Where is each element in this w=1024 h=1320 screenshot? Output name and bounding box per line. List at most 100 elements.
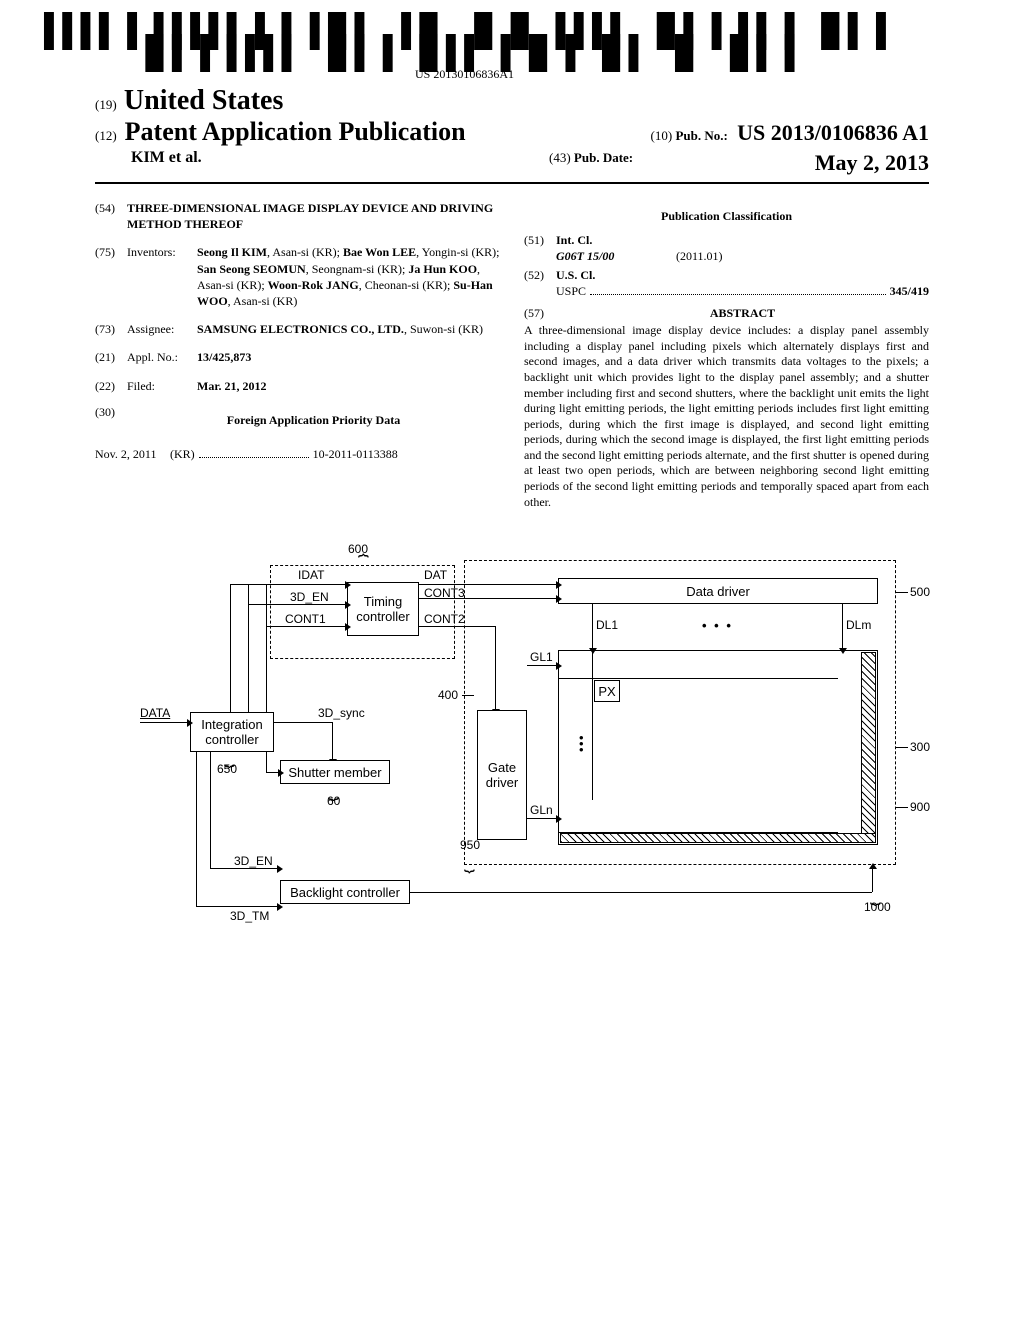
arr-dat: [419, 584, 557, 585]
intcl-date: (2011.01): [676, 248, 723, 264]
line-int-shut: [266, 752, 267, 772]
hdr-num-12: (12): [95, 128, 117, 143]
txt-timing: Timing controller: [352, 594, 414, 624]
line-int-shut-h: [266, 772, 279, 773]
field-73: (73) Assignee: SAMSUNG ELECTRONICS CO., …: [95, 321, 500, 337]
box-timing: Timing controller: [347, 582, 419, 636]
line-gl1-in: [558, 678, 838, 679]
box-data-driver: Data driver: [558, 578, 878, 604]
uspc-row: USPC 345/419: [556, 283, 929, 299]
f52-num: (52): [524, 267, 556, 283]
uspc-dots: [590, 294, 886, 295]
lbl-900: 900: [910, 800, 930, 814]
hdr-pubdate: (43) Pub. Date: May 2, 2013: [549, 150, 929, 176]
priority-number: 10-2011-0113388: [313, 446, 398, 462]
f75-num: (75): [95, 244, 127, 309]
f22-num: (22): [95, 378, 127, 394]
intcl-code: G06T 15/00: [556, 248, 676, 264]
box-gate: Gate driver: [477, 710, 527, 840]
columns: (54) THREE-DIMENSIONAL IMAGE DISPLAY DEV…: [95, 200, 929, 510]
barcode-block: ▌▌▌▌▐ ▌▌▌▌▌▐ ▌▐▐▌▌ ▐▐▌ ▐▌▐▌ ▌▌▌▌ ▐▌▌▐ ▌▌…: [0, 20, 929, 82]
barcode-graphic: ▌▌▌▌▐ ▌▌▌▌▌▐ ▌▐▐▌▌ ▐▐▌ ▐▌▐▌ ▌▌▌▌ ▐▌▌▐ ▌▌…: [0, 20, 929, 65]
arr-3dsync-v: [332, 722, 333, 760]
field-30: (30) Foreign Application Priority Data: [95, 404, 500, 436]
field-52: (52) U.S. Cl.: [524, 267, 929, 283]
txt-datadriver: Data driver: [686, 584, 750, 599]
arr-cont1: [280, 626, 346, 627]
dl-dots: • • •: [702, 618, 733, 633]
lbl-3den: 3D_EN: [290, 590, 329, 604]
uspc-label: USPC: [556, 283, 586, 299]
f21-value: 13/425,873: [197, 349, 500, 365]
lbl-idat: IDAT: [298, 568, 324, 582]
priority-dots: [199, 457, 309, 458]
line-int-bl1: [210, 752, 211, 868]
line-int-bl2-h: [196, 906, 278, 907]
f21-label: Appl. No.:: [127, 349, 197, 365]
line-int-h1: [230, 584, 280, 585]
panel-vdots: •••: [579, 735, 584, 753]
hdr-left: (12) Patent Application Publication: [95, 117, 466, 147]
curly-1000: ⏞: [870, 885, 881, 906]
header-line-1: (19) United States: [95, 85, 929, 117]
abstract-text: A three-dimensional image display device…: [524, 323, 929, 510]
pub-class-title: Publication Classification: [524, 208, 929, 224]
line-int-h3: [266, 626, 280, 627]
priority-country: (KR): [170, 446, 195, 462]
hdr-pubno: (10) Pub. No.: US 2013/0106836 A1: [651, 120, 929, 146]
hdr-pubno-label: Pub. No.:: [675, 128, 727, 143]
f51-label: Int. Cl.: [556, 232, 929, 248]
priority-date: Nov. 2, 2011: [95, 446, 170, 462]
field-51: (51) Int. Cl.: [524, 232, 929, 248]
lbl-dl1: DL1: [596, 618, 618, 632]
lbl-gl1: GL1: [530, 650, 553, 664]
lbl-cont3: CONT3: [424, 586, 465, 600]
header-divider: [95, 182, 929, 184]
header-line-2: (12) Patent Application Publication (10)…: [95, 117, 929, 147]
abstract-label: ABSTRACT: [556, 305, 929, 321]
line-gln: [527, 818, 557, 819]
txt-shutter: Shutter member: [288, 765, 381, 780]
line-gl1: [527, 665, 557, 666]
lbl-dat: DAT: [424, 568, 447, 582]
hdr-pubdate-label: Pub. Date:: [574, 150, 633, 165]
lbl-cont1: CONT1: [285, 612, 326, 626]
line-cont2-v: [495, 626, 496, 710]
lbl-gln: GLn: [530, 803, 553, 817]
line-300: [896, 747, 908, 748]
diagram: 600 ⏞ Timing controller Data driver 500 …: [122, 540, 902, 960]
txt-gate: Gate driver: [482, 760, 522, 790]
field-22: (22) Filed: Mar. 21, 2012: [95, 378, 500, 394]
f75-value: Seong Il KIM, Asan-si (KR); Bae Won LEE,…: [197, 244, 500, 309]
hdr-num-43: (43): [549, 150, 571, 165]
field-75: (75) Inventors: Seong Il KIM, Asan-si (K…: [95, 244, 500, 309]
line-int-bl1-h: [210, 868, 278, 869]
panel-hatch-b: [560, 833, 876, 843]
hdr-pubno-value: US 2013/0106836 A1: [737, 120, 929, 145]
left-column: (54) THREE-DIMENSIONAL IMAGE DISPLAY DEV…: [95, 200, 500, 510]
hdr-authors: KIM et al.: [131, 149, 202, 167]
line-dl1-in: [592, 650, 593, 800]
lbl-950: 950: [460, 838, 480, 852]
txt-px: PX: [598, 684, 615, 699]
curly-650: ⏞: [224, 747, 235, 768]
hdr-pubdate-value: May 2, 2013: [815, 150, 929, 176]
f30-num: (30): [95, 404, 127, 436]
lbl-dlm: DLm: [846, 618, 871, 632]
intcl-row: G06T 15/00 (2011.01): [524, 248, 929, 264]
line-int-bl2: [196, 752, 197, 906]
curly-950: ⏟: [464, 852, 475, 873]
f73-num: (73): [95, 321, 127, 337]
txt-integration: Integration controller: [195, 717, 269, 747]
hdr-num-10: (10): [651, 128, 673, 143]
lbl-data: DATA: [140, 706, 170, 720]
arr-idat: [280, 584, 346, 585]
header-line-3: KIM et al. (43) Pub. Date: May 2, 2013: [95, 149, 929, 176]
line-500: [896, 592, 908, 593]
f73-value: SAMSUNG ELECTRONICS CO., LTD., Suwon-si …: [197, 321, 500, 337]
hdr-num-19: (19): [95, 97, 117, 112]
lbl-3den2: 3D_EN: [234, 854, 273, 868]
hdr-pub-title: Patent Application Publication: [125, 117, 466, 146]
line-dlm: [842, 604, 843, 649]
uspc-value: 345/419: [890, 283, 929, 299]
